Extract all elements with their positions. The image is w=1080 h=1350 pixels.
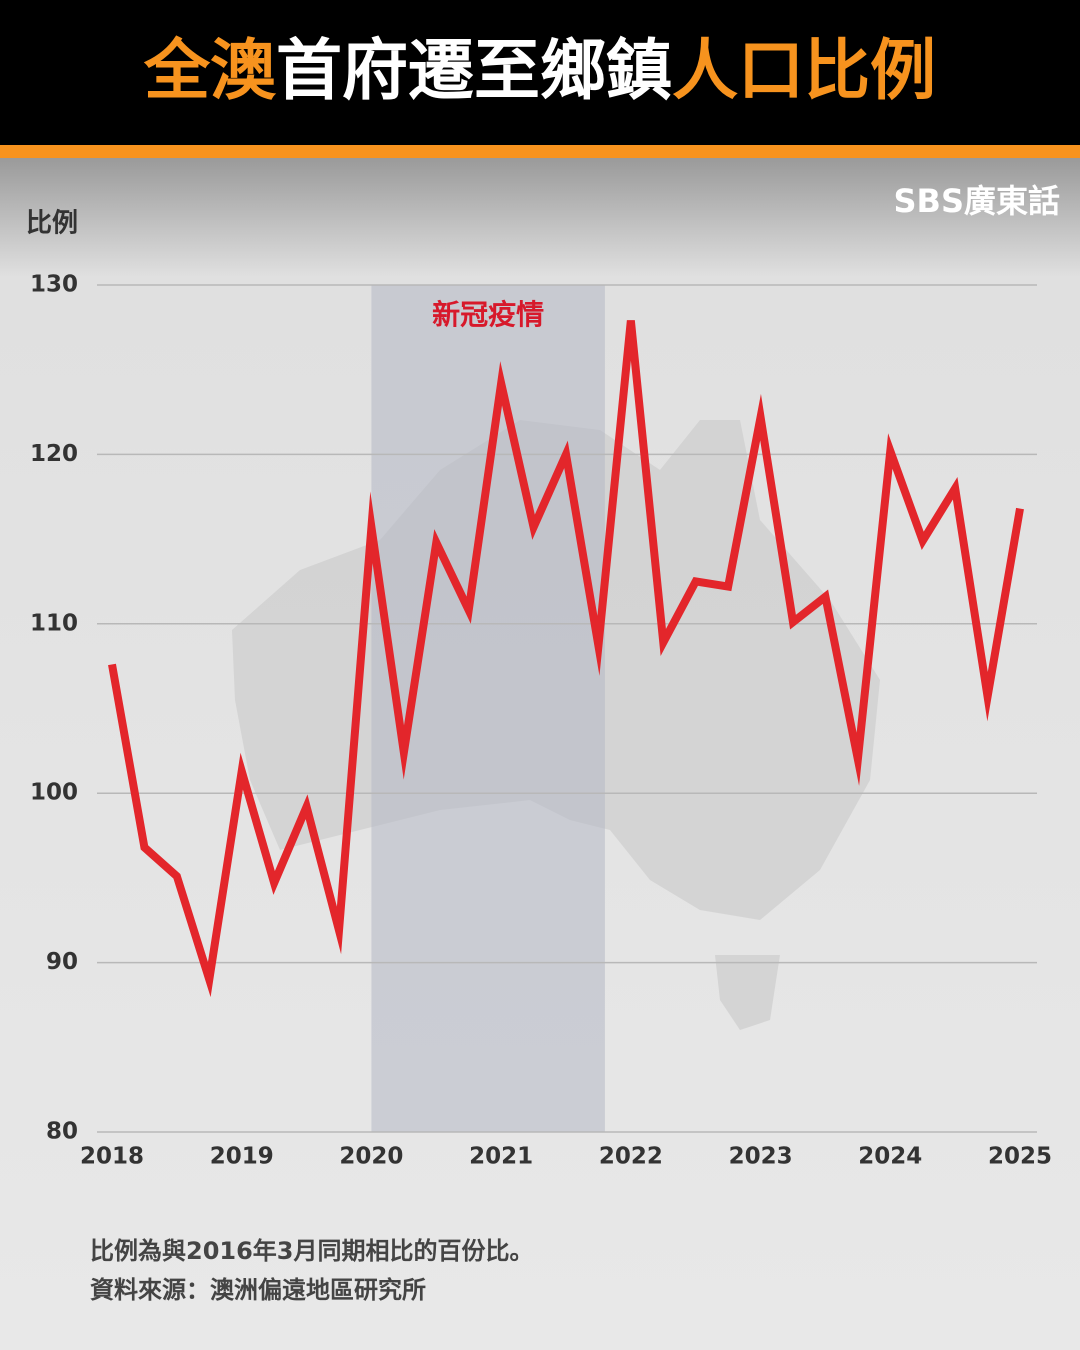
y-axis-label: 比例 [26, 209, 78, 239]
x-tick-label: 2023 [729, 1144, 793, 1170]
y-tick-label: 130 [30, 272, 78, 298]
title-segment: 首府遷至鄉鎮 [276, 32, 672, 109]
title-segment: 人口比例 [672, 32, 936, 109]
chart-title: 全澳首府遷至鄉鎮人口比例 [143, 32, 936, 109]
y-tick-label: 80 [46, 1119, 78, 1145]
title-stripe [0, 145, 1080, 158]
x-tick-label: 2018 [80, 1144, 144, 1170]
footnote: 資料來源：澳洲偏遠地區研究所 [90, 1276, 426, 1304]
line [108, 320, 1024, 998]
annotation: 新冠疫情 [432, 298, 544, 331]
y-tick-label: 90 [46, 949, 78, 975]
title-bar [0, 0, 1080, 145]
y-tick-label: 120 [30, 441, 78, 467]
x-tick-label: 2020 [339, 1144, 403, 1170]
x-tick-label: 2022 [599, 1144, 663, 1170]
x-tick-label: 2024 [858, 1144, 922, 1170]
x-tick-label: 2019 [210, 1144, 274, 1170]
y-tick-label: 100 [30, 780, 78, 806]
shaded-region [371, 285, 605, 1132]
brand: SBS廣東話 [894, 182, 1061, 220]
title-segment: 全澳 [143, 32, 277, 109]
x-tick-label: 2021 [469, 1144, 533, 1170]
y-tick-label: 110 [30, 610, 78, 636]
footnote: 比例為與2016年3月同期相比的百份比。 [90, 1237, 534, 1265]
x-tick-label: 2025 [988, 1144, 1052, 1170]
